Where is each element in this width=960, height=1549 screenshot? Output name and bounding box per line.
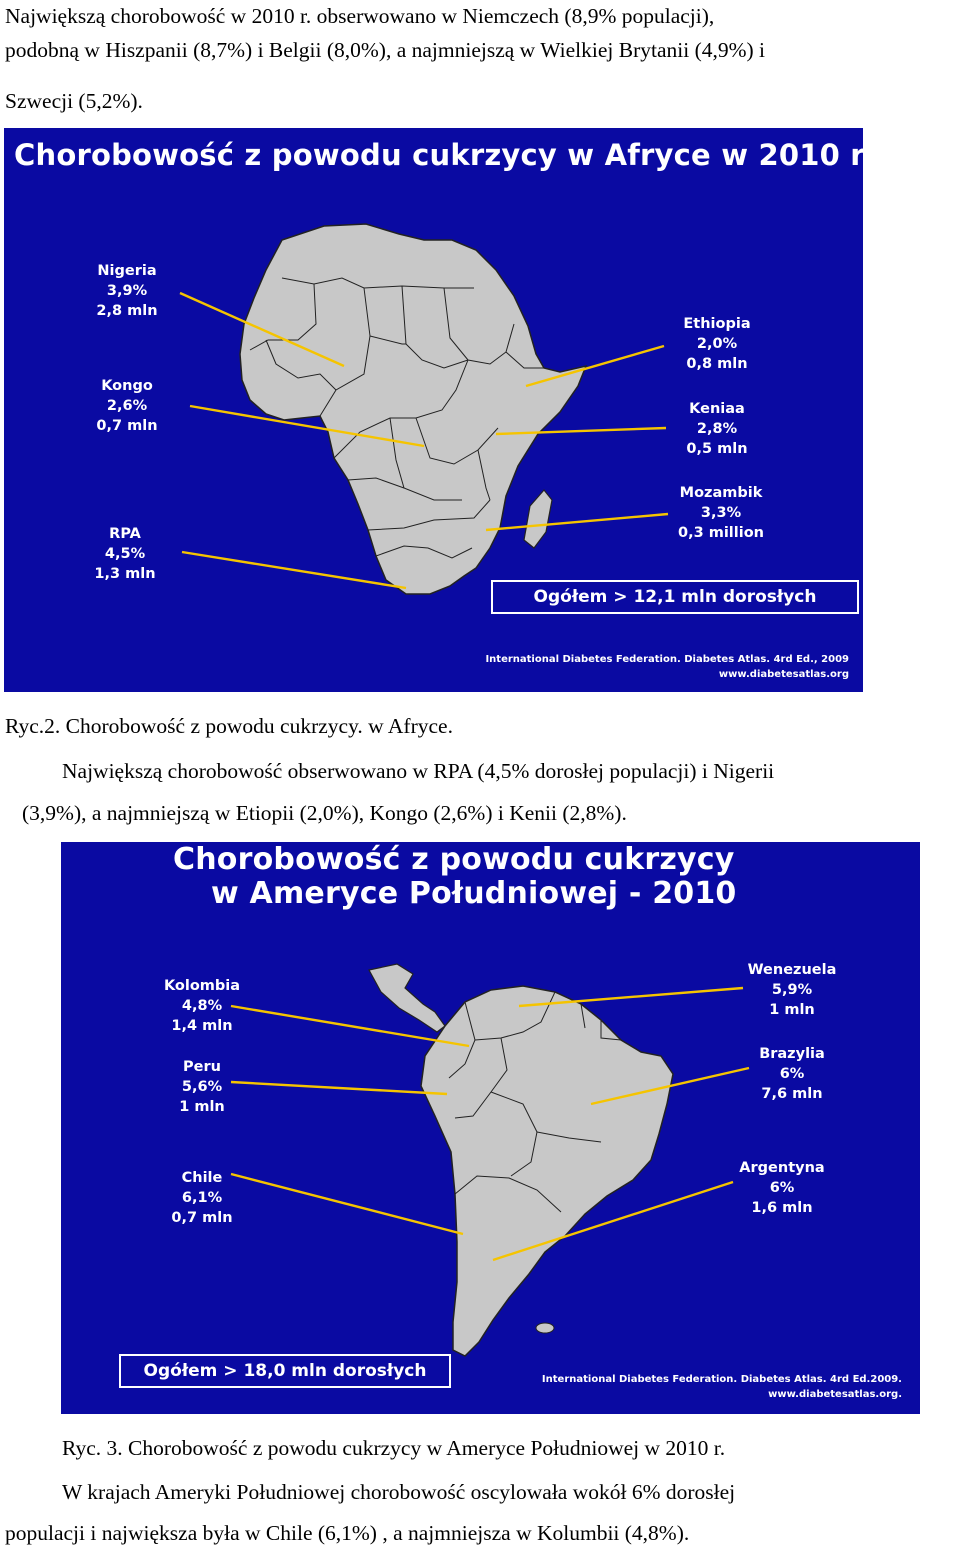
peru-name: Peru <box>183 1059 221 1075</box>
kongo-name: Kongo <box>101 378 153 394</box>
south-america-caption: Ryc. 3. Chorobowość z powodu cukrzycy w … <box>62 1436 726 1460</box>
kongo-count: 0,7 mln <box>96 418 158 434</box>
rpa-percent: 4,5% <box>104 546 146 562</box>
peru-pointer <box>230 1080 448 1096</box>
intro-line-3: Szwecji (5,2%). <box>5 89 143 113</box>
wenezuela-name: Wenezuela <box>747 962 837 978</box>
kolumbia-label: Kolombia 4,8% 1,4 mln <box>147 976 257 1036</box>
kenia-pointer <box>495 426 667 436</box>
peru-count: 1 mln <box>179 1099 225 1115</box>
central-america-landmass <box>368 963 446 1033</box>
africa-paragraph-line-2: (3,9%), a najmniejszą w Etiopii (2,0%), … <box>22 801 627 825</box>
south-america-source-line-1: International Diabetes Federation. Diabe… <box>541 1374 902 1385</box>
kenia-count: 0,5 mln <box>686 441 748 457</box>
kolumbia-name: Kolombia <box>163 978 241 994</box>
africa-paragraph-line-1: Największą chorobowość obserwowano w RPA… <box>62 759 775 783</box>
south-america-map <box>230 963 750 1357</box>
south-america-source-line-2: www.diabetesatlas.org. <box>768 1389 902 1400</box>
africa-caption: Ryc.2. Chorobowość z powodu cukrzycy. w … <box>5 714 453 738</box>
chile-count: 0,7 mln <box>171 1210 233 1226</box>
brazylia-name: Brazylia <box>759 1046 825 1062</box>
brazylia-count: 7,6 mln <box>761 1086 823 1102</box>
brazylia-label: Brazylia 6% 7,6 mln <box>737 1044 847 1104</box>
brazylia-percent: 6% <box>779 1066 805 1082</box>
rpa-count: 1,3 mln <box>94 566 156 582</box>
intro-line-1: Największą chorobowość w 2010 r. obserwo… <box>5 4 715 28</box>
africa-total-box: Ogółem > 12,1 mln dorosłych <box>491 580 859 614</box>
peru-label: Peru 5,6% 1 mln <box>147 1057 257 1117</box>
mozambik-label: Mozambik 3,3% 0,3 million <box>666 483 776 543</box>
nigeria-percent: 3,9% <box>106 283 148 299</box>
kenia-percent: 2,8% <box>696 421 738 437</box>
chile-name: Chile <box>181 1170 223 1186</box>
africa-source: International Diabetes Federation. Diabe… <box>485 652 849 682</box>
wenezuela-percent: 5,9% <box>771 982 813 998</box>
ethiopia-label: Ethiopia 2,0% 0,8 mln <box>662 314 772 374</box>
south-america-source: International Diabetes Federation. Diabe… <box>542 1372 902 1402</box>
kongo-pointer <box>189 404 425 448</box>
argentyna-name: Argentyna <box>739 1160 825 1176</box>
ethiopia-pointer <box>525 344 665 388</box>
falklands-landmass <box>535 1322 555 1334</box>
brazylia-pointer <box>590 1066 750 1106</box>
nigeria-count: 2,8 mln <box>96 303 158 319</box>
chile-percent: 6,1% <box>181 1190 223 1206</box>
ethiopia-percent: 2,0% <box>696 336 738 352</box>
kongo-label: Kongo 2,6% 0,7 mln <box>72 376 182 436</box>
south-america-figure: Chorobowość z powodu cukrzycy w Ameryce … <box>61 842 920 1414</box>
mozambik-count: 0,3 million <box>677 525 764 541</box>
wenezuela-label: Wenezuela 5,9% 1 mln <box>737 960 847 1020</box>
mozambik-percent: 3,3% <box>700 505 742 521</box>
intro-line-2: podobną w Hiszpanii (8,7%) i Belgii (8,0… <box>5 38 766 62</box>
nigeria-name: Nigeria <box>97 263 157 279</box>
africa-source-line-2: www.diabetesatlas.org <box>718 669 849 680</box>
argentyna-pointer <box>492 1180 734 1262</box>
south-america-landmass <box>420 985 674 1357</box>
south-america-title-line-2: w Ameryce Południowej - 2010 <box>211 876 737 911</box>
argentyna-count: 1,6 mln <box>751 1200 813 1216</box>
africa-source-line-1: International Diabetes Federation. Diabe… <box>485 654 849 665</box>
madagascar-landmass <box>523 489 553 549</box>
nigeria-label: Nigeria 3,9% 2,8 mln <box>72 261 182 321</box>
africa-landmass <box>239 223 588 595</box>
wenezuela-count: 1 mln <box>769 1002 815 1018</box>
kolumbia-percent: 4,8% <box>181 998 223 1014</box>
south-america-title-line-1: Chorobowość z powodu cukrzycy <box>173 842 735 877</box>
argentyna-label: Argentyna 6% 1,6 mln <box>727 1158 837 1218</box>
kolumbia-count: 1,4 mln <box>171 1018 233 1034</box>
chile-label: Chile 6,1% 0,7 mln <box>147 1168 257 1228</box>
rpa-label: RPA 4,5% 1,3 mln <box>70 524 180 584</box>
africa-figure: Chorobowość z powodu cukrzycy w Afryce w… <box>4 128 863 692</box>
kenia-name: Keniaa <box>689 401 745 417</box>
rpa-pointer <box>181 550 407 590</box>
nigeria-pointer <box>179 291 345 368</box>
argentyna-percent: 6% <box>769 1180 795 1196</box>
kongo-percent: 2,6% <box>106 398 148 414</box>
chile-pointer <box>230 1172 464 1236</box>
south-america-paragraph-line-2: populacji i największa była w Chile (6,1… <box>5 1521 690 1545</box>
south-america-total-box: Ogółem > 18,0 mln dorosłych <box>119 1354 451 1388</box>
africa-figure-title: Chorobowość z powodu cukrzycy w Afryce w… <box>14 138 863 172</box>
peru-percent: 5,6% <box>181 1079 223 1095</box>
kolumbia-pointer <box>230 1004 470 1048</box>
mozambik-name: Mozambik <box>679 485 763 501</box>
kenia-label: Keniaa 2,8% 0,5 mln <box>662 399 772 459</box>
mozambik-pointer <box>485 512 669 532</box>
south-america-paragraph-line-1: W krajach Ameryki Południowej chorobowoś… <box>62 1480 736 1504</box>
rpa-name: RPA <box>109 526 141 542</box>
wenezuela-pointer <box>518 986 744 1008</box>
ethiopia-count: 0,8 mln <box>686 356 748 372</box>
ethiopia-name: Ethiopia <box>683 316 751 332</box>
africa-map <box>179 223 669 595</box>
